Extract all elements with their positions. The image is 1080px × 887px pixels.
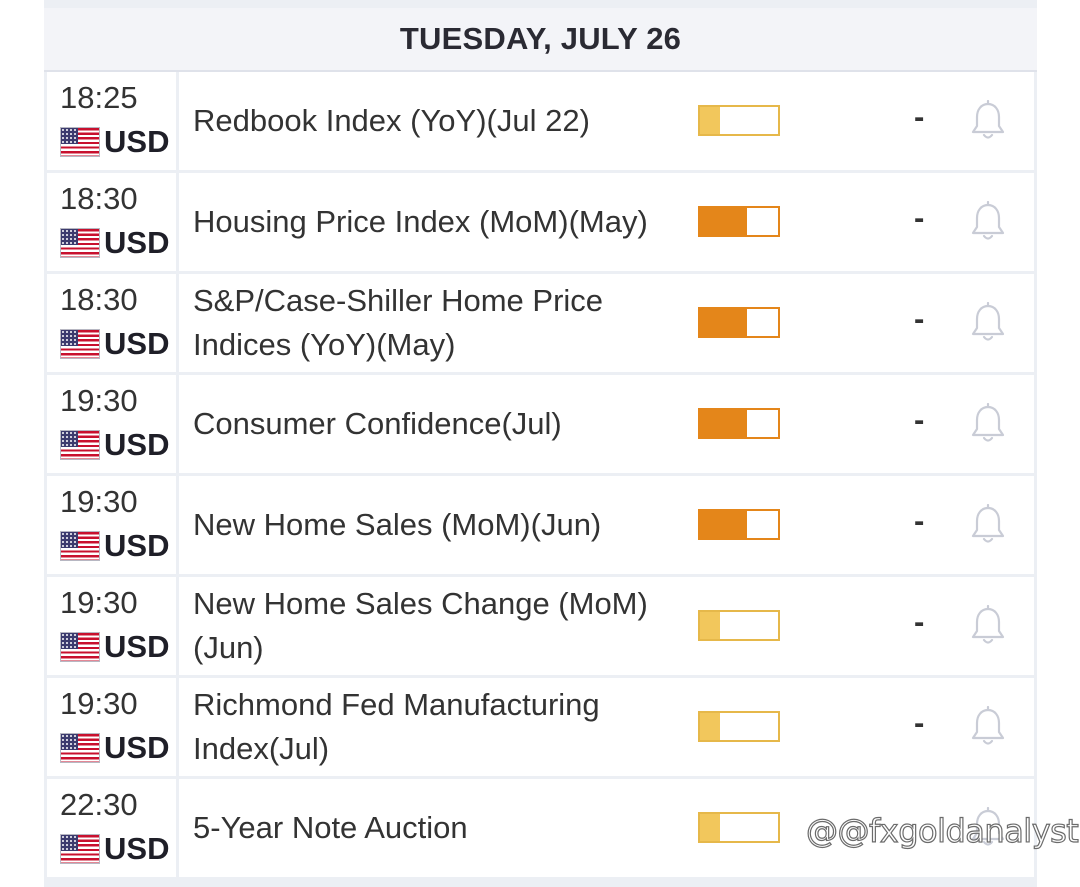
actual-value: - [914, 200, 925, 235]
currency-code: USD [104, 831, 170, 866]
impact-meter [698, 610, 780, 641]
time-cell: 19:30 USD [47, 476, 176, 574]
impact-meter [698, 307, 780, 338]
bell-icon[interactable] [970, 302, 1006, 344]
currency-code: USD [104, 528, 170, 563]
event-time: 19:30 [60, 383, 138, 418]
impact-meter [698, 812, 780, 843]
us-flag-icon [60, 733, 100, 763]
us-flag-icon [60, 632, 100, 662]
currency: USD [60, 326, 169, 362]
impact-meter [698, 711, 780, 742]
time-cell: 19:30 USD [47, 375, 176, 473]
event-time: 18:30 [60, 282, 138, 317]
day-header: TUESDAY, JULY 26 [44, 8, 1037, 72]
impact-meter [698, 206, 780, 237]
actual-value: - [914, 301, 925, 336]
threads-logo-icon: @ [805, 811, 838, 850]
currency-code: USD [104, 629, 170, 664]
event-row[interactable]: 19:30 USD Consumer Confidence(Jul) - [47, 375, 1034, 473]
time-cell: 18:30 USD [47, 274, 176, 372]
us-flag-icon [60, 531, 100, 561]
us-flag-icon [60, 834, 100, 864]
currency-code: USD [104, 427, 170, 462]
time-cell: 18:25 USD [47, 72, 176, 170]
event-cell: New Home Sales (MoM)(Jun) - [179, 476, 1034, 574]
us-flag-icon [60, 127, 100, 157]
currency: USD [60, 730, 169, 766]
event-name[interactable]: Housing Price Index (MoM)(May) [193, 204, 648, 239]
event-time: 18:30 [60, 181, 138, 216]
event-name[interactable]: Redbook Index (YoY)(Jul 22) [193, 103, 590, 138]
bell-icon[interactable] [970, 504, 1006, 546]
event-cell: New Home Sales Change (MoM)(Jun) - [179, 577, 1034, 675]
event-name[interactable]: New Home Sales (MoM)(Jun) [193, 507, 602, 542]
us-flag-icon [60, 228, 100, 258]
bell-icon[interactable] [970, 201, 1006, 243]
us-flag-icon [60, 430, 100, 460]
currency-code: USD [104, 124, 170, 159]
actual-value: - [914, 604, 925, 639]
event-name[interactable]: Consumer Confidence(Jul) [193, 406, 562, 441]
event-time: 19:30 [60, 686, 138, 721]
event-cell: Richmond Fed Manufacturing Index(Jul) - [179, 678, 1034, 776]
bell-icon[interactable] [970, 605, 1006, 647]
event-name[interactable]: 5-Year Note Auction [193, 810, 468, 845]
currency: USD [60, 831, 169, 867]
event-time: 19:30 [60, 585, 138, 620]
impact-meter [698, 408, 780, 439]
time-cell: 18:30 USD [47, 173, 176, 271]
event-cell: Redbook Index (YoY)(Jul 22) - [179, 72, 1034, 170]
currency: USD [60, 225, 169, 261]
impact-meter [698, 509, 780, 540]
event-row[interactable]: 22:30 USD 5-Year Note Auction [47, 779, 1034, 877]
event-cell: S&P/Case-Shiller Home Price Indices (YoY… [179, 274, 1034, 372]
bell-icon[interactable] [970, 403, 1006, 445]
impact-meter [698, 105, 780, 136]
watermark: @@fxgoldanalyst [805, 811, 1080, 850]
time-cell: 22:30 USD [47, 779, 176, 877]
event-row[interactable]: 19:30 USD New Home Sales Change (MoM)(Ju… [47, 577, 1034, 675]
currency-code: USD [104, 326, 170, 361]
event-row[interactable]: 18:30 USD Housing Price Index (MoM)(May)… [47, 173, 1034, 271]
actual-value: - [914, 402, 925, 437]
event-row[interactable]: 19:30 USD Richmond Fed Manufacturing Ind… [47, 678, 1034, 776]
currency: USD [60, 427, 169, 463]
economic-calendar: TUESDAY, JULY 26 18:25 USD Redbook Index… [44, 0, 1037, 887]
event-list: 18:25 USD Redbook Index (YoY)(Jul 22) - … [47, 72, 1034, 880]
event-time: 18:25 [60, 80, 138, 115]
watermark-handle: @fxgoldanalyst [837, 811, 1080, 850]
actual-value: - [914, 503, 925, 538]
event-row[interactable]: 18:25 USD Redbook Index (YoY)(Jul 22) - [47, 72, 1034, 170]
currency-code: USD [104, 730, 170, 765]
us-flag-icon [60, 329, 100, 359]
event-name[interactable]: S&P/Case-Shiller Home Price Indices (YoY… [193, 283, 604, 362]
event-time: 19:30 [60, 484, 138, 519]
time-cell: 19:30 USD [47, 678, 176, 776]
bell-icon[interactable] [970, 807, 1006, 849]
bell-icon[interactable] [970, 706, 1006, 748]
event-row[interactable]: 18:30 USD S&P/Case-Shiller Home Price In… [47, 274, 1034, 372]
event-time: 22:30 [60, 787, 138, 822]
actual-value: - [914, 99, 925, 134]
currency: USD [60, 124, 169, 160]
time-cell: 19:30 USD [47, 577, 176, 675]
event-cell: Consumer Confidence(Jul) - [179, 375, 1034, 473]
currency: USD [60, 629, 169, 665]
event-name[interactable]: New Home Sales Change (MoM)(Jun) [193, 586, 648, 665]
currency: USD [60, 528, 169, 564]
event-row[interactable]: 19:30 USD New Home Sales (MoM)(Jun) - [47, 476, 1034, 574]
event-cell: 5-Year Note Auction [179, 779, 1034, 877]
actual-value: - [914, 705, 925, 740]
event-cell: Housing Price Index (MoM)(May) - [179, 173, 1034, 271]
event-name[interactable]: Richmond Fed Manufacturing Index(Jul) [193, 687, 600, 766]
currency-code: USD [104, 225, 170, 260]
bell-icon[interactable] [970, 100, 1006, 142]
